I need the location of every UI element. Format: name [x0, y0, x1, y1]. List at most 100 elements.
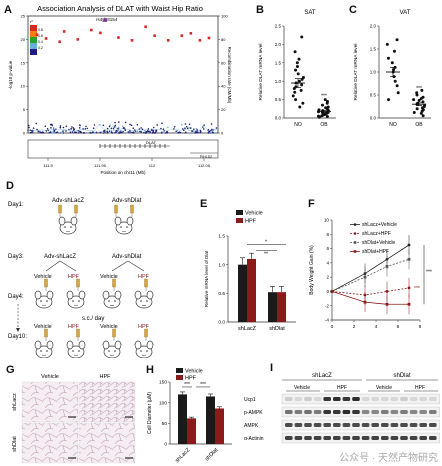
i-band: [285, 410, 293, 414]
dot-point: [421, 100, 425, 104]
r2-val-4: 0.2: [38, 46, 43, 50]
a-point: [189, 32, 193, 35]
a-baseline-point: [108, 130, 111, 132]
a-baseline-point: [93, 124, 96, 126]
a-xtick: 111.95: [94, 163, 106, 168]
dot-point: [385, 42, 389, 46]
a-baseline-point: [65, 130, 67, 132]
a-baseline-point: [117, 126, 120, 129]
f-ytick: 8: [326, 232, 329, 237]
sc-day-label: s.c./ day: [82, 316, 104, 322]
a-baseline-point: [117, 121, 120, 123]
i-band: [294, 423, 303, 427]
dot-point: [395, 84, 399, 88]
dot-point: [297, 79, 301, 83]
dot-point: [301, 76, 305, 80]
a-baseline-point: [138, 131, 141, 134]
dot-point: [299, 88, 303, 92]
day3-adv-dlat: Adv-shDlat: [112, 254, 142, 260]
i-dlat-hpf: HPF: [415, 385, 425, 391]
dot-point: [415, 93, 419, 97]
a-baseline-point: [82, 128, 84, 130]
panel-c: C VAT 0.0 0.5 1.0 1.5 2.0 Relative DLAT mRNA l…: [345, 0, 442, 150]
f-series-line: [331, 244, 410, 292]
i-band: [390, 397, 399, 401]
i-band: [323, 436, 331, 440]
a-baseline-point: [160, 127, 162, 130]
panel-f: F -4 -2 0 2 4 6 8 10 0 2 4 6 8 Body Weight Gain (%) sh…: [302, 196, 442, 356]
panel-i-western-blot: shLacZ shDlat Vehicle HPF Vehicle HPF Uc…: [244, 373, 440, 444]
e-legend-hpf: HPF: [245, 219, 257, 225]
i-band: [333, 423, 341, 427]
a-baseline-point: [69, 131, 72, 133]
panel-e-bar-chart: Vehicle HPF 0.0 0.5 1.0 1.5 Relative mRNA leve…: [204, 210, 296, 332]
a-baseline-point: [65, 125, 68, 128]
i-band: [361, 410, 370, 414]
dot-xcat: NO: [294, 122, 302, 128]
a-baseline-point: [207, 131, 210, 133]
a-baseline-point: [189, 127, 192, 129]
a-xtick: 112: [149, 163, 156, 168]
a-baseline-point: [156, 124, 158, 126]
g-img-dlat-vehicle: [21, 422, 79, 464]
day10-hpf-1: HPF: [68, 324, 80, 330]
e-bar: [268, 292, 277, 322]
i-band: [361, 423, 370, 427]
a-baseline-point: [102, 124, 105, 127]
a-point: [76, 38, 80, 41]
a-baseline-point: [114, 124, 117, 127]
i-band: [419, 436, 427, 440]
dot-point: [412, 110, 416, 114]
day10-hpf-2: HPF: [138, 324, 150, 330]
i-band: [304, 397, 312, 401]
f-legend-item: shDlat+HPF: [362, 249, 389, 255]
e-xcat: shDlat: [269, 326, 285, 332]
a-ytick-left: 0: [23, 131, 26, 136]
day3-vehicle-1: Vehicle: [34, 274, 52, 280]
a-baseline-point: [124, 129, 127, 131]
a-point: [62, 30, 66, 33]
dot-point: [297, 57, 301, 61]
i-band: [419, 423, 427, 427]
r2-legend-title: r²: [30, 19, 33, 24]
i-row-ucp1: Ucp1: [244, 397, 256, 403]
i-band: [294, 436, 303, 440]
panel-d-schematic: Day1: Day3: Day4: Day10: Adv-shLacZ Adv-…: [8, 198, 154, 358]
a-baseline-point: [103, 129, 106, 132]
day1-adv-lacz: Adv-shLacZ: [52, 198, 84, 204]
dot-ytick: 1.5: [275, 60, 282, 65]
a-baseline-point: [84, 127, 87, 130]
i-band: [285, 397, 293, 401]
f-ytick: 0: [326, 289, 329, 294]
e-ytick: 0.0: [218, 320, 225, 326]
i-band: [323, 410, 331, 414]
a-baseline-point: [162, 131, 164, 134]
day10-mouse-3: [102, 328, 122, 358]
a-point: [198, 39, 202, 42]
a-baseline-point: [153, 132, 156, 134]
a-baseline-point: [74, 131, 76, 133]
h-bar: [178, 394, 187, 444]
day1-mouse-dlat: [114, 204, 134, 235]
a-baseline-point: [32, 127, 35, 129]
a-baseline-point: [155, 130, 158, 132]
i-dlat-vehicle: Vehicle: [376, 385, 392, 391]
day3-vehicle-2: Vehicle: [100, 274, 118, 280]
a-baseline-point: [100, 131, 103, 133]
a-baseline-point: [80, 131, 82, 134]
a-baseline-point: [99, 131, 102, 134]
a-baseline-point: [83, 132, 85, 134]
f-legend-item: shLacz+HPF: [362, 231, 391, 237]
f-ytick: -2: [325, 303, 330, 308]
h-ytick: 0: [164, 442, 167, 448]
g-col-hpf: HPF: [100, 374, 112, 380]
i-band: [294, 397, 303, 401]
a-baseline-point: [202, 128, 205, 130]
dot-xcat: OB: [320, 122, 328, 128]
e-ytick: 0.5: [218, 291, 225, 297]
panel-e-label: E: [200, 198, 208, 210]
i-band: [381, 436, 389, 440]
dot-ytick: 2.0: [275, 42, 282, 47]
a-point: [44, 37, 48, 40]
